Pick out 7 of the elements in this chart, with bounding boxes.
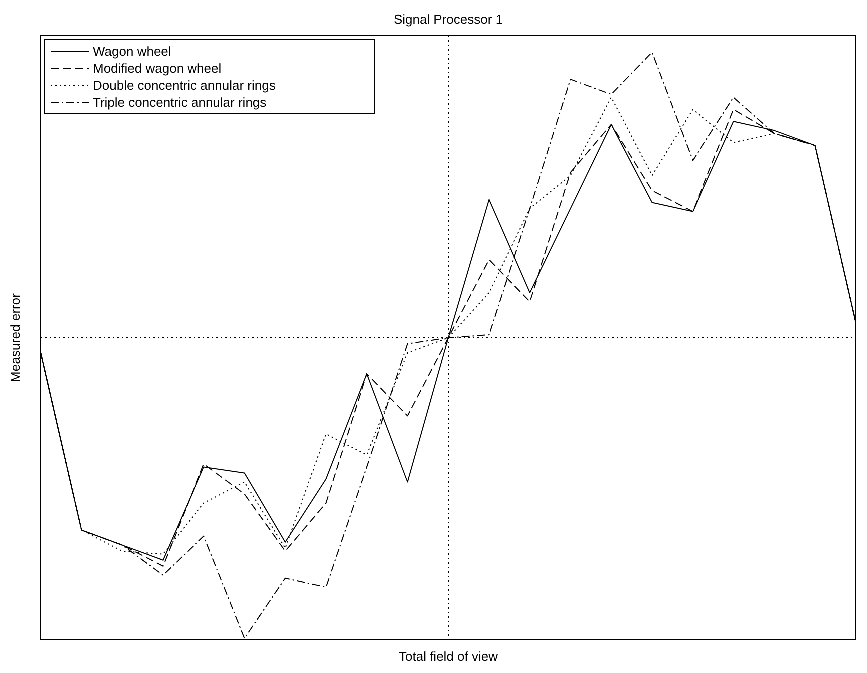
legend-label: Double concentric annular rings	[93, 78, 276, 93]
chart-title: Signal Processor 1	[394, 12, 504, 27]
legend-label: Triple concentric annular rings	[93, 95, 268, 110]
x-axis-title: Total field of view	[399, 649, 499, 664]
y-axis-title: Measured error	[8, 292, 23, 382]
legend-label: Wagon wheel	[93, 44, 172, 59]
legend-label: Modified wagon wheel	[93, 61, 222, 76]
